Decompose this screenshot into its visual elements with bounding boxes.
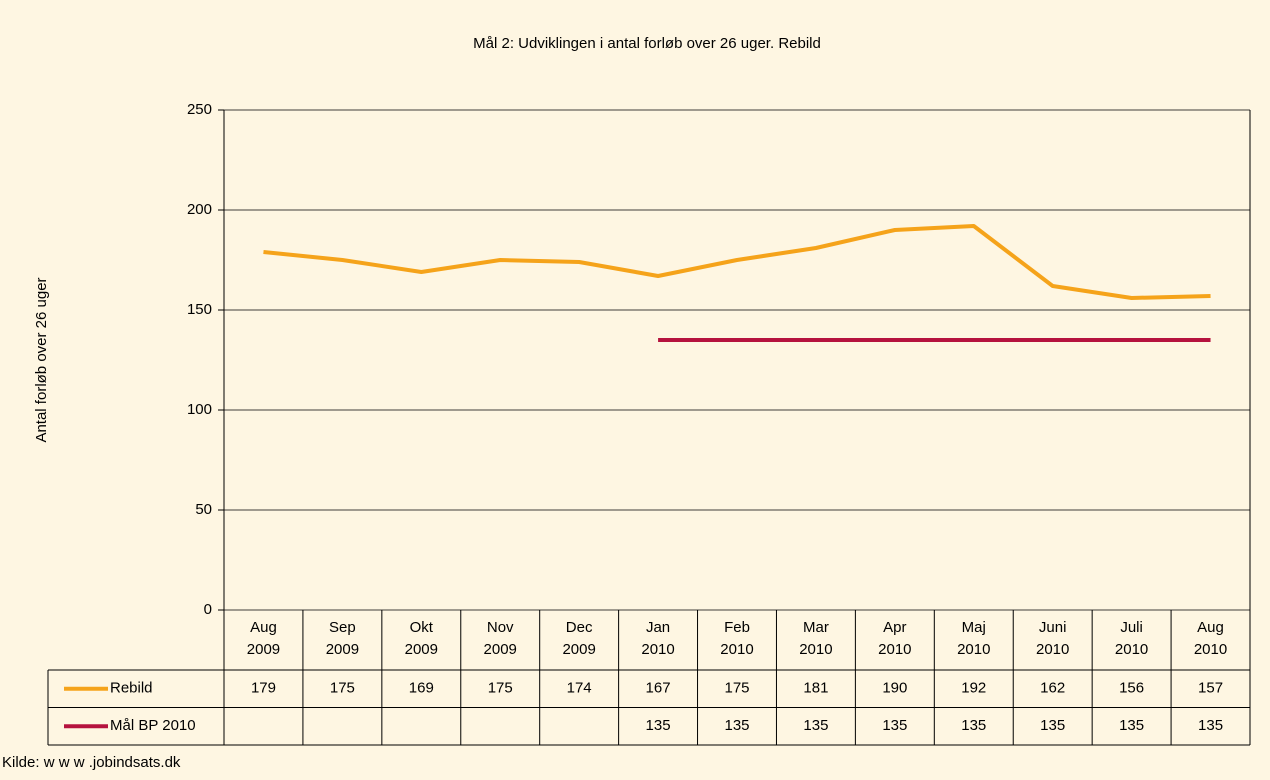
table-value: 135 xyxy=(961,717,986,734)
x-tick-label: Maj 2010 xyxy=(957,619,991,658)
x-tick-label: Mar 2010 xyxy=(799,619,833,658)
table-value: 169 xyxy=(409,680,434,697)
y-tick-label: 150 xyxy=(187,301,212,318)
x-tick-label: Feb 2010 xyxy=(720,619,754,658)
table-value: 192 xyxy=(961,680,986,697)
legend-label: Rebild xyxy=(110,680,153,697)
table-value: 175 xyxy=(488,680,513,697)
y-tick-label: 200 xyxy=(187,201,212,218)
table-value: 174 xyxy=(567,680,592,697)
table-value: 175 xyxy=(330,680,355,697)
series-line xyxy=(263,224,1211,300)
table-value: 135 xyxy=(882,717,907,734)
table-value: 181 xyxy=(803,680,828,697)
x-tick-label: Juli 2010 xyxy=(1114,619,1149,658)
y-tick-label: 100 xyxy=(187,401,212,418)
table-value: 157 xyxy=(1198,680,1223,697)
source: Kilde: w w w .jobindsats.dk xyxy=(2,754,181,771)
x-tick-label: Sep 2009 xyxy=(325,619,360,658)
table-value: 135 xyxy=(1040,717,1065,734)
x-tick-label: Juni 2010 xyxy=(1035,619,1070,658)
x-tick-label: Okt 2009 xyxy=(404,619,438,658)
y-tick-label: 50 xyxy=(195,501,212,518)
chart-title: Mål 2: Udviklingen i antal forløb over 2… xyxy=(473,35,821,52)
table-value: 135 xyxy=(724,717,749,734)
x-tick-label: Aug 2009 xyxy=(246,619,281,658)
y-tick-label: 250 xyxy=(187,101,212,118)
table-value: 135 xyxy=(1119,717,1144,734)
table-value: 135 xyxy=(803,717,828,734)
table-value: 156 xyxy=(1119,680,1144,697)
table-value: 135 xyxy=(1198,717,1223,734)
y-axis-label: Antal forløb over 26 uger xyxy=(33,277,50,442)
table-value: 175 xyxy=(724,680,749,697)
table-value: 167 xyxy=(646,680,671,697)
legend-label: Mål BP 2010 xyxy=(110,717,196,734)
table-value: 162 xyxy=(1040,680,1065,697)
y-tick-label: 0 xyxy=(204,601,212,618)
x-tick-label: Aug 2010 xyxy=(1193,619,1228,658)
table-value: 135 xyxy=(646,717,671,734)
table-value: 190 xyxy=(882,680,907,697)
x-tick-label: Dec 2009 xyxy=(562,619,596,658)
x-tick-label: Nov 2009 xyxy=(483,619,517,658)
x-tick-label: Apr 2010 xyxy=(878,619,912,658)
x-tick-label: Jan 2010 xyxy=(641,619,675,658)
table-value: 179 xyxy=(251,680,276,697)
